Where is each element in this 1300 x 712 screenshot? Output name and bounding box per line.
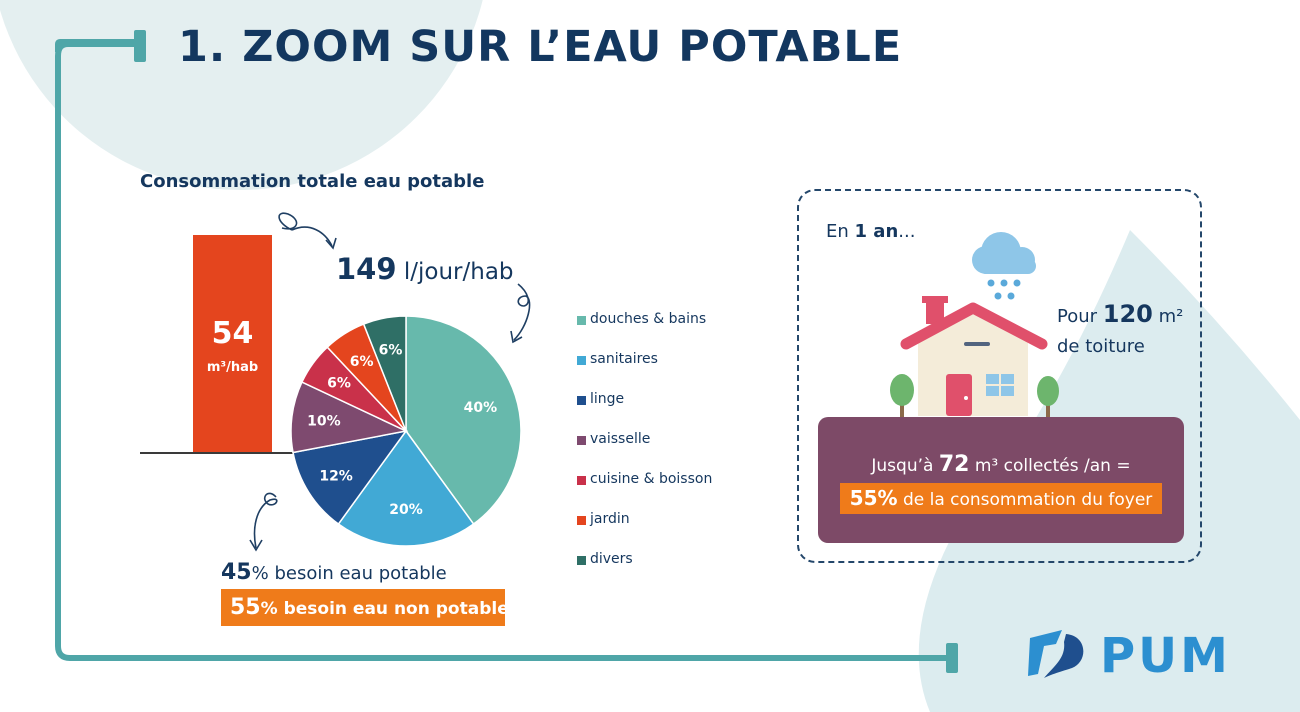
legend-swatch xyxy=(577,476,586,485)
collect-prefix: Jusqu’à xyxy=(871,456,939,476)
daily-value: 149 xyxy=(336,252,397,286)
household-share: 55% de la consommation du foyer xyxy=(840,483,1162,514)
non-potable-need: 55% besoin eau non potable xyxy=(221,589,509,626)
pie-chart: 40% 20% 12% 10% 6% 6% 6% xyxy=(290,315,522,547)
pie-label: 6% xyxy=(379,343,403,359)
rain-cloud-icon xyxy=(972,232,1036,300)
legend-label: jardin xyxy=(590,511,630,527)
potable-pct: 45 xyxy=(221,560,252,585)
collection-text: Jusqu’à 72 m³ collectés /an = xyxy=(818,452,1184,477)
pie-label: 12% xyxy=(319,468,353,484)
consumption-bar xyxy=(193,235,272,453)
tree-icon xyxy=(1037,376,1059,418)
bar-unit: m³/hab xyxy=(206,360,259,375)
non-potable-pct: 55 xyxy=(230,595,261,620)
pum-logo-text: PUM xyxy=(1100,628,1231,684)
period-prefix: En xyxy=(826,221,855,242)
pie-slice xyxy=(292,429,408,526)
legend-label: linge xyxy=(590,391,625,407)
house-rain-icon xyxy=(890,232,1059,418)
roof-prefix: Pour xyxy=(1057,306,1103,327)
pie-label: 6% xyxy=(350,354,374,370)
period-label: En 1 an... xyxy=(826,221,915,242)
potable-need: 45% besoin eau potable xyxy=(221,560,447,585)
bar-baseline xyxy=(140,452,298,454)
collect-value: 72 xyxy=(938,452,970,477)
collection-box xyxy=(818,417,1184,543)
legend-label: sanitaires xyxy=(590,351,658,367)
daily-consumption: 149 l/jour/hab xyxy=(336,252,514,286)
pie-label: 6% xyxy=(327,375,351,391)
roof-unit: m² xyxy=(1152,306,1184,327)
roof-size: Pour 120 m² de toiture xyxy=(1057,299,1183,362)
legend-label: vaisselle xyxy=(590,431,651,447)
legend-swatch xyxy=(577,396,586,405)
pie-slice xyxy=(405,315,522,526)
pie-slice xyxy=(290,381,409,454)
daily-unit: l/jour/hab xyxy=(396,259,514,285)
pie-label: 10% xyxy=(307,414,341,430)
legend-label: cuisine & boisson xyxy=(590,471,713,487)
pie-label: 20% xyxy=(389,502,423,518)
legend-swatch xyxy=(577,316,586,325)
non-potable-text: % besoin eau non potable xyxy=(260,599,509,619)
legend-label: douches & bains xyxy=(590,311,707,327)
pie-slice xyxy=(337,429,475,547)
pie-label: 40% xyxy=(464,400,498,416)
legend-swatch xyxy=(577,356,586,365)
collect-suffix: m³ collectés /an = xyxy=(969,456,1131,476)
roof-line2: de toiture xyxy=(1057,336,1145,357)
rainwater-panel xyxy=(797,189,1202,563)
bar-value: 54 xyxy=(211,316,254,351)
legend-swatch xyxy=(577,516,586,525)
period-bold: 1 an xyxy=(854,221,899,242)
potable-text: % besoin eau potable xyxy=(251,563,447,584)
legend-swatch xyxy=(577,556,586,565)
period-suffix: ... xyxy=(898,221,916,242)
pie-slice xyxy=(362,315,407,432)
share-pct: 55% xyxy=(849,486,898,510)
share-text: de la consommation du foyer xyxy=(897,490,1153,510)
tree-icon xyxy=(890,374,914,418)
chart-subtitle: Consommation totale eau potable xyxy=(140,171,485,192)
page-title: 1. ZOOM SUR L’EAU POTABLE xyxy=(178,22,903,72)
pum-logo-icon xyxy=(1028,630,1084,678)
roof-value: 120 xyxy=(1102,300,1153,328)
legend-swatch xyxy=(577,436,586,445)
legend-label: divers xyxy=(590,551,633,567)
